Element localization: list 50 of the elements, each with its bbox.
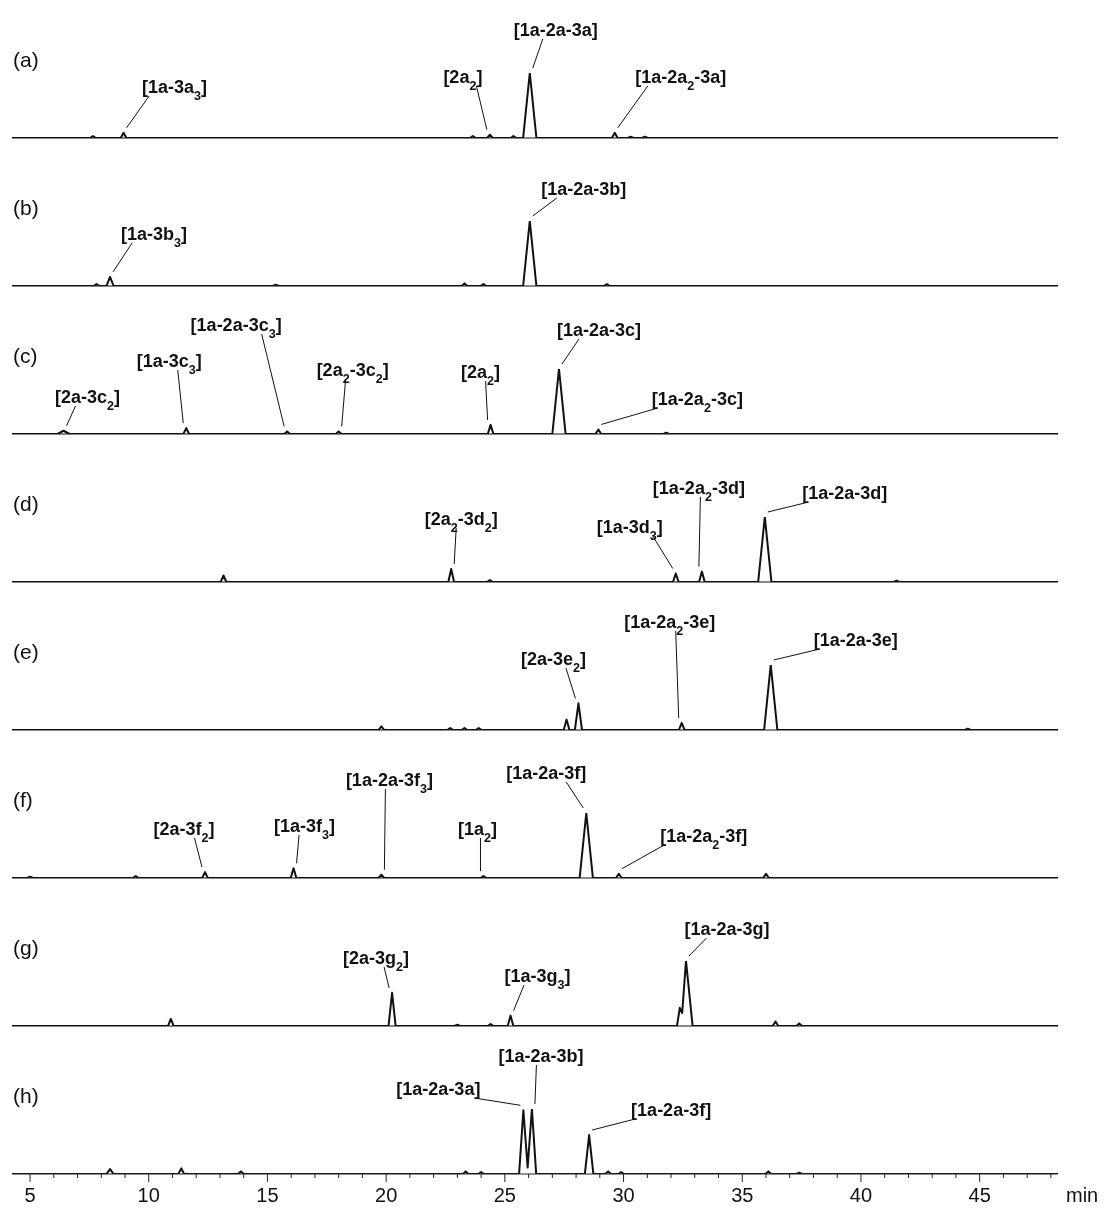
annotation: [1a-2a-3f$_{3}$] — [345, 770, 433, 796]
annotation: [1a-3g$_{3}$] — [504, 966, 571, 992]
x-tick-label: 5 — [24, 1184, 36, 1206]
annotation: [1a-2a$_{2}$-3c] — [651, 389, 743, 415]
annotation: [2a-3f$_{2}$] — [153, 819, 215, 845]
annotation: [2a$_{2}$] — [461, 362, 501, 388]
x-tick-label: 30 — [612, 1184, 635, 1206]
x-tick-label: 20 — [375, 1184, 398, 1206]
annotation: [1a-2a$_{2}$-3e] — [624, 612, 716, 638]
annotation: [1a-2a-3c] — [556, 320, 641, 340]
annotation: [2a$_{2}$-3d$_{2}$] — [424, 509, 498, 535]
annotation: [1a-2a-3a] — [513, 20, 598, 40]
x-tick-label: 15 — [256, 1184, 279, 1206]
x-axis-title: min — [1066, 1184, 1099, 1206]
chart-title: (h) — [13, 1084, 39, 1107]
annotation: [1a-2a-3b] — [498, 1046, 584, 1066]
chart-title: (e) — [13, 640, 39, 663]
annotation: [1a-2a-3g] — [684, 919, 770, 939]
annotation: [1a-2a-3d] — [802, 483, 888, 503]
annotation: [1a-3b$_{3}$] — [121, 224, 188, 250]
annotation: [1a-2a$_{2}$-3a] — [635, 67, 727, 93]
x-tick-label: 40 — [849, 1184, 873, 1206]
annotation: [2a-3c$_{2}$] — [54, 387, 121, 413]
x-tick-label: 25 — [493, 1184, 516, 1206]
annotation: [1a-2a-3a] — [396, 1079, 481, 1099]
annotation: [2a-3g$_{2}$] — [343, 948, 410, 974]
annotation: [1a-3f$_{3}$] — [274, 816, 336, 842]
annotation: [1a-3c$_{3}$] — [136, 351, 202, 377]
chart-title: (c) — [13, 344, 38, 367]
annotation: [1a-2a-3f] — [631, 1100, 712, 1120]
chart-title: (g) — [13, 936, 39, 959]
annotation: [1a-3a$_{3}$] — [142, 77, 208, 103]
annotation: [2a$_{2}$-3c$_{2}$] — [316, 360, 389, 386]
chart-title: (a) — [13, 48, 39, 71]
x-tick-label: 10 — [137, 1184, 160, 1206]
annotation: [1a-2a$_{2}$-3f] — [660, 826, 748, 852]
annotation: [1a-2a-3c$_{3}$] — [190, 315, 282, 341]
chart-title: (b) — [13, 196, 39, 219]
annotation: [2a-3e$_{2}$] — [520, 649, 586, 675]
annotation: [1a$_{2}$] — [457, 819, 497, 845]
chart-title: (d) — [13, 492, 39, 515]
x-tick-label: 35 — [731, 1184, 754, 1206]
annotation: [1a-2a$_{2}$-3d] — [652, 478, 745, 504]
annotation: [1a-2a-3f] — [506, 763, 587, 783]
chart-title: (f) — [13, 788, 33, 811]
annotation: [1a-2a-3b] — [541, 179, 627, 199]
annotation: [1a-3d$_{3}$] — [596, 517, 663, 543]
x-tick-label: 45 — [968, 1184, 991, 1206]
annotation: [2a$_{2}$] — [443, 67, 483, 93]
annotation: [1a-2a-3e] — [813, 630, 898, 650]
